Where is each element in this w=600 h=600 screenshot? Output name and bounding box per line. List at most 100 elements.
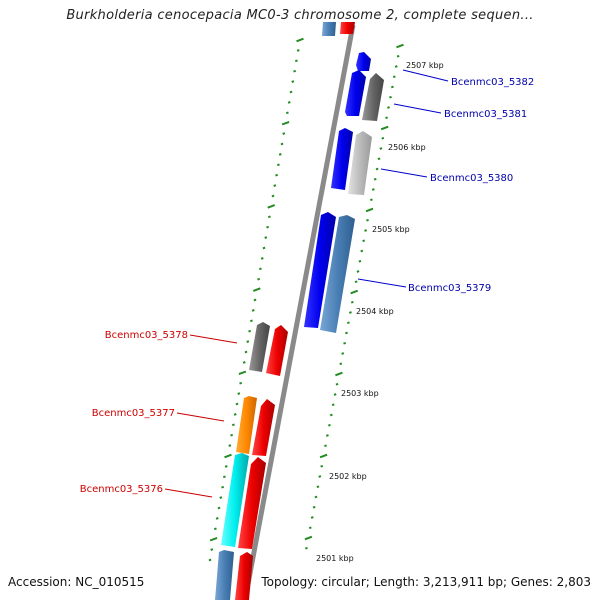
scale-left-tick <box>294 59 298 63</box>
gene-partial-bottom-red[interactable] <box>235 552 253 600</box>
scale-right-tick <box>327 423 331 427</box>
scale-label-2501: 2501 kbp <box>316 554 354 563</box>
scale-right-tick <box>385 116 389 120</box>
gene-partial-bottom-steel[interactable] <box>215 550 234 600</box>
scale-label-2503: 2503 kbp <box>341 389 379 398</box>
scale-left-tick <box>293 69 297 73</box>
scale-right-tick <box>369 198 373 202</box>
scale-right-tick <box>390 85 394 89</box>
gene-bcenmc03-5377-partner[interactable] <box>236 396 257 454</box>
gene-label-5378[interactable]: Bcenmc03_5378 <box>105 330 188 341</box>
scale-right-tick <box>392 75 396 79</box>
scale-right-tick <box>375 167 379 171</box>
scale-left-tick <box>287 101 291 104</box>
scale-left-tick <box>224 453 232 459</box>
gene-bcenmc03-5381[interactable] <box>345 70 366 116</box>
accession-text: Accession: NC_010515 <box>8 575 145 589</box>
scale-right-tick <box>350 289 359 295</box>
map-title: Burkholderia cenocepacia MC0-3 chromosom… <box>66 8 534 23</box>
gene-label-5377[interactable]: Bcenmc03_5377 <box>92 408 175 419</box>
leader-5376 <box>164 488 213 498</box>
scale-right-tick <box>396 54 400 58</box>
scale-right-tick <box>314 495 318 499</box>
backbone-line <box>242 24 356 600</box>
scale-right-tick <box>356 270 360 273</box>
scale-left-tick <box>244 350 248 354</box>
scale-right-tick <box>335 382 339 386</box>
scale-right-tick <box>387 106 390 109</box>
scale-left-tick <box>289 90 293 94</box>
scale-label-2507: 2507 kbp <box>406 61 444 70</box>
gene-partial-top-red[interactable] <box>340 22 355 34</box>
leader-5379 <box>357 278 407 288</box>
leader-5377 <box>176 412 225 422</box>
scale-right-tick <box>318 475 322 478</box>
scale-left-tick <box>281 120 290 126</box>
scale-right-tick <box>316 485 320 489</box>
scale-left-tick <box>221 485 225 489</box>
scale-left-tick <box>275 173 279 177</box>
scale-right-tick <box>331 403 335 407</box>
scale-left-tick <box>233 413 237 416</box>
scale-right-tick <box>329 413 333 417</box>
scale-right-tick <box>350 300 354 304</box>
leader-5378 <box>189 334 238 344</box>
scale-left-tick <box>280 142 284 146</box>
scale-right-tick <box>325 434 329 437</box>
leader-5381 <box>393 103 442 114</box>
scale-left-tick <box>224 465 228 468</box>
gene-bcenmc03-5376[interactable] <box>238 457 266 549</box>
scale-left-tick <box>217 506 221 510</box>
scale-right-tick <box>373 177 377 181</box>
scale-right-tick <box>381 136 385 140</box>
scale-right-tick <box>371 188 375 191</box>
gene-bcenmc03-5377[interactable] <box>252 399 275 456</box>
scale-right-tick <box>319 453 328 459</box>
gene-bcenmc03-5381-partner[interactable] <box>362 73 384 121</box>
gene-label-5380[interactable]: Bcenmc03_5380 <box>430 173 513 184</box>
scale-left-tick <box>222 475 226 479</box>
gene-label-5379[interactable]: Bcenmc03_5379 <box>408 283 491 294</box>
scale-left-tick <box>253 298 257 302</box>
scale-left-tick <box>252 287 261 292</box>
scale-right-tick <box>310 516 314 519</box>
scale-right-tick <box>389 95 392 99</box>
scale-left-tick <box>219 496 223 499</box>
scale-left-tick <box>213 527 217 531</box>
scale-left-tick <box>264 236 268 239</box>
scale-left-tick <box>230 433 234 437</box>
scale-right-tick <box>394 65 398 68</box>
gene-bcenmc03-5380-partner[interactable] <box>348 131 372 195</box>
scale-right-tick <box>343 341 347 345</box>
gene-label-5381[interactable]: Bcenmc03_5381 <box>444 109 527 120</box>
gene-bcenmc03-5382[interactable] <box>356 52 371 71</box>
scale-right-tick <box>345 331 348 335</box>
gene-bcenmc03-5378-partner[interactable] <box>249 322 270 372</box>
gene-partial-top-steel[interactable] <box>322 22 336 36</box>
scale-left-tick <box>228 444 232 447</box>
scale-left-tick <box>258 267 262 271</box>
gene-bcenmc03-5380[interactable] <box>331 128 353 190</box>
gene-bcenmc03-5379-partner[interactable] <box>320 215 355 333</box>
scale-left-tick <box>282 132 286 135</box>
scale-left-tick <box>296 37 304 43</box>
scale-left-tick <box>267 215 271 219</box>
scale-left-tick <box>248 329 252 333</box>
gene-bcenmc03-5376-partner[interactable] <box>221 453 249 547</box>
scale-right-tick <box>335 371 343 377</box>
scale-right-tick <box>396 43 404 49</box>
scale-right-tick <box>333 393 337 396</box>
scale-right-tick <box>304 535 313 541</box>
leader-5382 <box>402 69 449 82</box>
scale-left-tick <box>260 257 264 260</box>
scale-left-tick <box>239 381 243 385</box>
gene-bcenmc03-5378[interactable] <box>266 325 288 376</box>
scale-right-tick <box>308 526 312 530</box>
gene-label-5376[interactable]: Bcenmc03_5376 <box>80 484 163 495</box>
gene-bcenmc03-5379[interactable] <box>304 212 336 328</box>
scale-right-tick <box>348 311 352 314</box>
scale-right-tick <box>354 280 358 284</box>
gene-label-5382[interactable]: Bcenmc03_5382 <box>451 77 534 88</box>
scale-right-tick <box>358 259 362 263</box>
